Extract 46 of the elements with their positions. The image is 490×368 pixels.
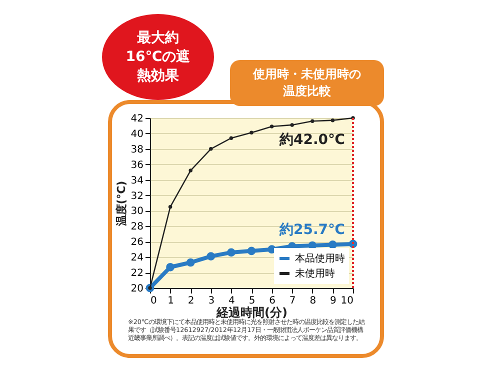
point	[310, 119, 314, 123]
x-axis-title: 経過時間(分)	[216, 306, 288, 320]
y-tick-label: 40	[130, 128, 144, 140]
y-tick-label: 38	[130, 144, 144, 156]
y-axis-title: 温度(℃)	[114, 180, 128, 228]
point	[227, 248, 236, 257]
y-tick-label: 26	[130, 237, 144, 248]
y-tick-label: 20	[130, 284, 144, 294]
y-tick-label: 32	[130, 190, 144, 202]
x-tick-label: 9	[330, 296, 336, 306]
x-tick-label: 3	[208, 296, 215, 306]
chart-title: 使用時・未使用時の温度比較	[230, 60, 384, 106]
point	[166, 262, 174, 272]
point	[206, 252, 216, 260]
x-tick-label: 10	[340, 296, 354, 306]
point	[330, 118, 335, 122]
text: 最大約16℃の遮熱効果	[102, 14, 214, 100]
x-tick-label: 7	[289, 296, 296, 306]
x-tick-label: 1	[168, 296, 174, 306]
x-tick-label: 6	[269, 296, 276, 306]
y-tick-label: 34	[130, 175, 144, 186]
point	[209, 147, 213, 151]
x-tick-label: 2	[188, 296, 194, 306]
point	[168, 204, 172, 209]
y-tick-label: 24	[130, 252, 144, 264]
legend-label: 未使用時	[295, 268, 335, 280]
x-tick-label: 5	[248, 296, 256, 306]
y-tick-label: 36	[130, 160, 144, 171]
annotation: 約25.7℃	[278, 222, 346, 238]
y-tick-label: 30	[130, 206, 144, 218]
point	[328, 240, 337, 249]
point	[247, 246, 256, 256]
legend-label: 本品使用時	[295, 252, 345, 264]
point	[270, 124, 274, 128]
point	[250, 130, 254, 135]
point	[188, 168, 192, 172]
y-tick-label: 22	[130, 268, 144, 280]
point	[229, 136, 234, 140]
x-tick-label: 4	[228, 296, 235, 306]
annotation: 約42.0℃	[278, 132, 346, 148]
point	[290, 123, 294, 127]
x-tick-label: 0	[150, 296, 157, 306]
point	[186, 258, 195, 267]
y-tick-label: 42	[130, 114, 144, 124]
x-tick-label: 8	[310, 296, 316, 306]
y-tick-label: 28	[130, 222, 144, 233]
